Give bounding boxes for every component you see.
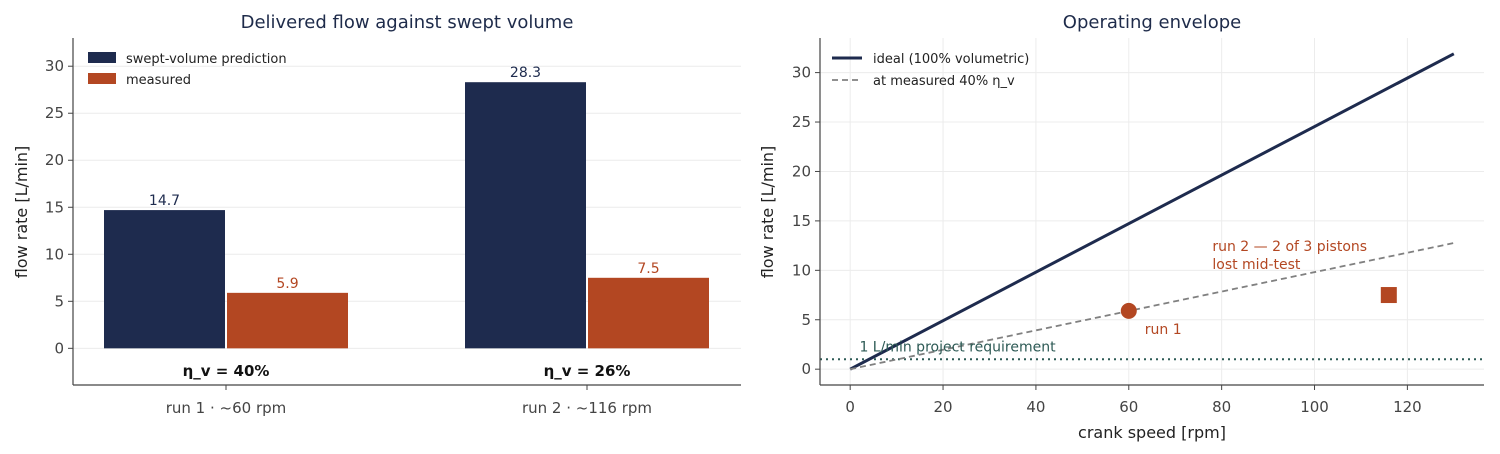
y-tick-label: 20 [792,162,811,180]
line-chart-grid [820,38,1484,385]
efficiency-annotation: η_v = 40% [183,362,270,380]
bar-chart-title: Delivered flow against swept volume [241,12,574,33]
line-chart-axes [815,38,1484,390]
bar-value-label: 5.9 [276,276,298,292]
bar-chart-axes [68,38,741,390]
y-tick-label: 30 [45,57,64,75]
run1-label: run 1 [1145,322,1182,338]
x-tick-label: 20 [934,398,953,416]
y-tick-label: 25 [45,104,64,122]
bar-value-label: 14.7 [149,193,180,209]
y-tick-label: 25 [792,113,811,131]
line-chart-legend: ideal (100% volumetric) at measured 40% … [832,52,1029,89]
run1-point [1120,302,1137,319]
bar-value-label: 28.3 [510,65,541,81]
bar-chart-text: 0 5 10 15 20 25 30 14.7 28.3 5.9 7.5 run 1 · ~60 rp… [45,57,660,417]
y-tick-label: 15 [45,198,64,216]
legend-swatch-measured [88,73,116,84]
line-chart-xlabel: crank speed [rpm] [1078,423,1226,442]
x-tick-label: 60 [1119,398,1138,416]
y-tick-label: 5 [54,292,64,310]
x-tick-label: run 1 · ~60 rpm [166,399,287,417]
bar-prediction [104,210,225,349]
run2-point [1380,287,1397,304]
bar-chart-panel: Delivered flow against swept volume 0 5 10… [12,12,741,417]
legend-label-measured-eta: at measured 40% η_v [873,74,1015,89]
measured-efficiency-line [849,242,1455,371]
x-tick-label: 80 [1212,398,1231,416]
requirement-label: 1 L/min project requirement [859,339,1056,355]
efficiency-annotation: η_v = 26% [544,362,631,380]
y-tick-label: 0 [801,360,811,378]
bar-measured [227,292,348,349]
y-tick-label: 30 [792,64,811,82]
run2-label-line1: run 2 — 2 of 3 pistons [1212,239,1367,255]
y-tick-label: 0 [54,339,64,357]
bar-chart-ylabel: flow rate [L/min] [12,146,31,279]
line-chart-ylabel: flow rate [L/min] [758,146,777,279]
bar-value-label: 7.5 [637,261,659,277]
line-chart-text: 0 5 10 15 20 25 30 0 20 40 60 80 100 120 1 L/min proje… [792,64,1422,416]
legend-label-measured: measured [126,73,191,88]
y-tick-label: 10 [45,245,64,263]
x-tick-label: 120 [1393,398,1422,416]
y-tick-label: 20 [45,151,64,169]
y-tick-label: 15 [792,212,811,230]
x-tick-label: 40 [1026,398,1045,416]
bar-chart-bars [104,82,709,349]
y-tick-label: 10 [792,261,811,279]
legend-label-prediction: swept-volume prediction [126,52,287,67]
line-chart-panel: Operating envelope 0 5 10 15 20 25 30 0 20 40 60 80… [758,12,1484,442]
legend-swatch-prediction [88,52,116,63]
ideal-line [849,52,1455,371]
x-tick-label: 0 [845,398,855,416]
x-tick-label: 100 [1300,398,1329,416]
legend-label-ideal: ideal (100% volumetric) [873,52,1029,67]
run2-label-line2: lost mid-test [1212,257,1301,273]
y-tick-label: 5 [801,311,811,329]
line-chart-title: Operating envelope [1063,12,1241,33]
x-tick-label: run 2 · ~116 rpm [522,399,652,417]
bar-measured [588,277,709,349]
bar-chart-legend: swept-volume prediction measured [88,52,287,88]
line-chart-lines [820,52,1484,371]
bar-prediction [465,82,586,349]
